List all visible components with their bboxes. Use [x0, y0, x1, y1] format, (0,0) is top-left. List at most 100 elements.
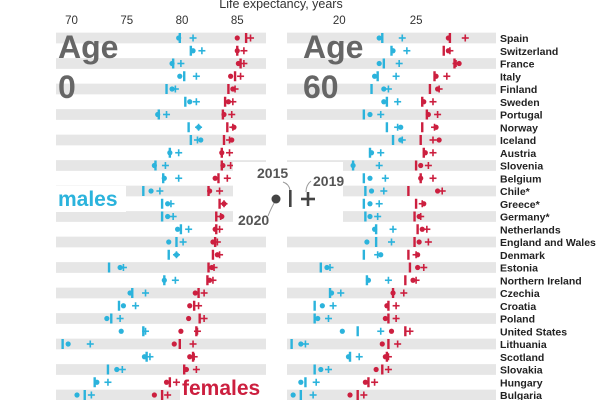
males-2020-dot	[376, 60, 382, 67]
males-2020-dot	[319, 303, 325, 309]
males-2015-bar	[106, 364, 110, 375]
females-2015-bar	[223, 96, 227, 107]
females-2015-bar	[367, 377, 370, 388]
females-2020-dot	[178, 328, 184, 334]
males-2015-bar	[183, 71, 186, 82]
females-2020-dot	[219, 213, 225, 220]
males-2020-dot	[324, 264, 330, 271]
females-2020-dot	[419, 226, 425, 232]
males-2015-bar	[385, 122, 389, 133]
males-2015-bar	[362, 173, 366, 184]
females-2020-dot	[382, 315, 388, 322]
males-2020-dot	[368, 150, 375, 156]
males-2020-dot	[328, 290, 335, 296]
males-2020-dot	[155, 111, 161, 118]
legend-label-2020: 2020	[238, 212, 269, 228]
x-tick-label: 20	[333, 15, 346, 27]
males-2020-dot	[141, 354, 148, 360]
males-2020-dot	[117, 264, 123, 271]
country-label: Netherlands	[500, 224, 561, 236]
country-label: Hungary	[500, 377, 543, 389]
females-2020-dot	[219, 150, 225, 156]
females-2020-dot	[436, 137, 442, 143]
x-tick-label: 80	[176, 15, 189, 27]
males-2015-bar	[374, 237, 378, 247]
females-2020-dot	[186, 315, 192, 322]
females-2020-dot	[433, 124, 439, 130]
females-2015-bar	[413, 237, 416, 247]
females-2020-dot	[422, 150, 428, 156]
males-2020-dot	[298, 379, 304, 385]
females-2015-bar	[404, 275, 407, 286]
males-2015-bar	[304, 377, 307, 388]
females-2015-bar	[413, 211, 416, 222]
country-label: Slovakia	[500, 365, 543, 377]
males-2020-dot	[165, 213, 171, 220]
males-2020-dot	[371, 73, 378, 79]
row-band	[287, 211, 496, 222]
females-2020-dot	[362, 379, 368, 385]
males-2020-dot	[315, 315, 321, 322]
females-2020-dot	[347, 392, 353, 398]
males-2015-bar	[167, 249, 170, 260]
males-2020-dot	[367, 111, 373, 118]
females-2020-dot	[171, 341, 177, 347]
females-2020-dot	[187, 303, 193, 309]
females-2020-dot	[151, 392, 157, 398]
males-2020-dot	[187, 99, 193, 105]
females-2020-dot	[212, 175, 218, 181]
females-2020-dot	[456, 60, 462, 67]
females-2015-bar	[217, 173, 220, 184]
females-2015-bar	[168, 377, 172, 388]
males-2020-dot	[290, 392, 296, 398]
males-2020-dot	[161, 277, 167, 283]
females-2015-bar	[222, 135, 226, 145]
females-2015-bar	[207, 262, 210, 273]
females-2015-bar	[381, 364, 384, 375]
females-2020-dot	[209, 264, 215, 271]
country-label: Czechia	[500, 288, 540, 300]
row-band	[56, 109, 266, 120]
males-2020-dot	[398, 124, 404, 130]
x-tick-label: 70	[65, 15, 78, 27]
males-2020-dot	[165, 201, 171, 207]
row-band	[287, 389, 496, 401]
males-2015-bar	[362, 109, 366, 120]
females-2015-bar	[198, 313, 201, 324]
males-2015-bar	[362, 198, 366, 209]
males-2020-dot	[339, 328, 345, 334]
country-label: England and Wales	[500, 237, 596, 249]
data-marks	[61, 33, 469, 400]
males-2015-bar	[313, 364, 316, 375]
legend-label-2019: 2019	[313, 173, 344, 189]
males-2020-dot	[390, 48, 396, 54]
row-band	[287, 58, 496, 69]
males-2015-bar	[356, 326, 359, 337]
females-2020-dot	[418, 175, 424, 181]
males-2020-dot	[381, 99, 387, 105]
females-2020-dot	[192, 290, 198, 296]
females-2020-dot	[379, 341, 385, 347]
females-2015-bar	[387, 339, 390, 349]
panel-label-line1-age60: Age	[303, 29, 363, 65]
females-2015-bar	[227, 84, 230, 94]
males-2020-dot	[174, 226, 181, 232]
females-2020-dot	[214, 252, 220, 258]
males-2020-dot	[173, 252, 180, 258]
females-2020-dot	[230, 86, 236, 92]
males-2020-dot	[365, 277, 372, 283]
males-2020-dot	[166, 239, 172, 245]
males-2015-bar	[187, 122, 190, 133]
females-2020-dot	[231, 124, 237, 130]
row-band	[287, 338, 496, 350]
females-2020-dot	[373, 366, 379, 373]
males-2020-dot	[65, 341, 71, 347]
females-2020-dot	[421, 201, 427, 207]
country-label: Lithuania	[500, 339, 547, 351]
x-tick-label: 85	[231, 15, 244, 27]
females-2020-dot	[435, 86, 441, 92]
males-2015-bar	[319, 262, 323, 273]
males-2020-dot	[398, 137, 404, 143]
males-2020-dot	[74, 392, 80, 398]
